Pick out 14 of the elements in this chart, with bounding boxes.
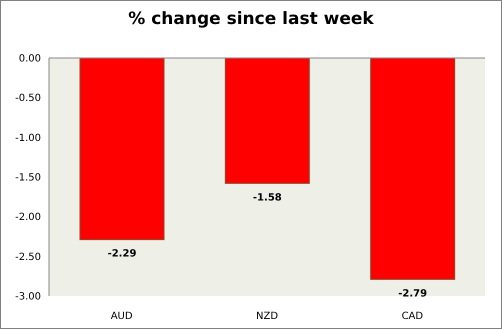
x-tick-label: AUD (110, 311, 133, 322)
y-tick-label: -0.50 (15, 93, 41, 104)
y-tick-label: -2.00 (15, 212, 41, 224)
y-tick-label: -3.00 (15, 292, 41, 303)
x-tick-label: NZD (256, 311, 278, 322)
y-tick-label: -2.50 (15, 252, 41, 263)
x-tick-label: CAD (402, 311, 424, 322)
y-tick-label: -1.00 (15, 132, 41, 144)
data-label: -2.29 (108, 248, 136, 260)
data-label: -1.58 (252, 192, 282, 204)
data-label: -2.79 (398, 288, 428, 300)
y-tick-label: 0.00 (18, 54, 41, 65)
chart-title: % change since last week (127, 9, 375, 29)
y-tick-label: -1.50 (15, 172, 41, 184)
